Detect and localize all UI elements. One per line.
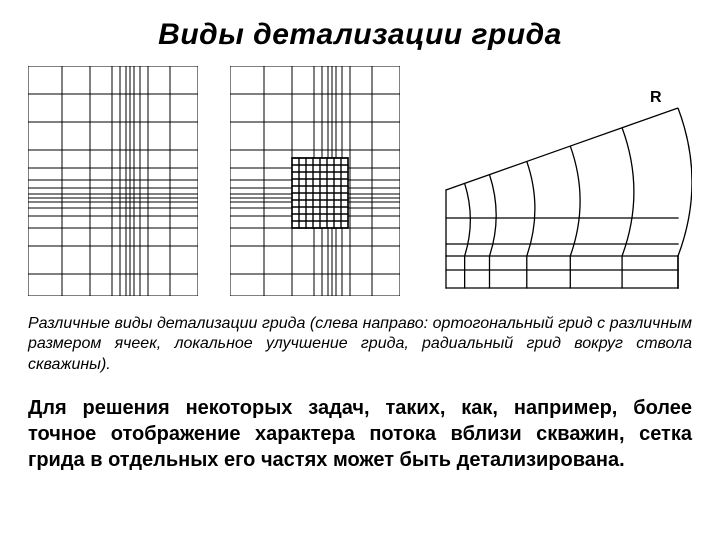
grid-radial: R	[432, 66, 692, 296]
radial-label: R	[650, 89, 662, 106]
slide: Виды детализации грида R Различные виды …	[0, 0, 720, 540]
slide-title: Виды детализации грида	[28, 18, 692, 52]
figure-caption: Различные виды детализации грида (слева …	[28, 314, 692, 375]
grid-local-refine	[230, 66, 400, 296]
body-paragraph: Для решения некоторых задач, таких, как,…	[28, 395, 692, 473]
grid-ortho-varied	[28, 66, 198, 296]
figures-row: R	[28, 66, 692, 296]
